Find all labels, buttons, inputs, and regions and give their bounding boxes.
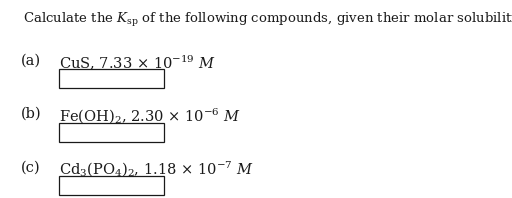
Text: (c): (c) xyxy=(20,160,40,174)
FancyBboxPatch shape xyxy=(59,123,164,142)
Text: (b): (b) xyxy=(20,107,41,121)
FancyBboxPatch shape xyxy=(59,176,164,195)
FancyBboxPatch shape xyxy=(59,69,164,88)
Text: (a): (a) xyxy=(20,53,40,68)
Text: Calculate the $K_{\mathrm{sp}}$ of the following compounds, given their molar so: Calculate the $K_{\mathrm{sp}}$ of the f… xyxy=(23,11,512,29)
Text: Cd$_3$(PO$_4$)$_2$, 1.18 $\times$ 10$^{-7}$ $M$: Cd$_3$(PO$_4$)$_2$, 1.18 $\times$ 10$^{-… xyxy=(59,160,253,179)
Text: Fe(OH)$_2$, 2.30 $\times$ 10$^{-6}$ $M$: Fe(OH)$_2$, 2.30 $\times$ 10$^{-6}$ $M$ xyxy=(59,107,241,126)
Text: CuS, 7.33 $\times$ 10$^{-19}$ $M$: CuS, 7.33 $\times$ 10$^{-19}$ $M$ xyxy=(59,53,216,72)
